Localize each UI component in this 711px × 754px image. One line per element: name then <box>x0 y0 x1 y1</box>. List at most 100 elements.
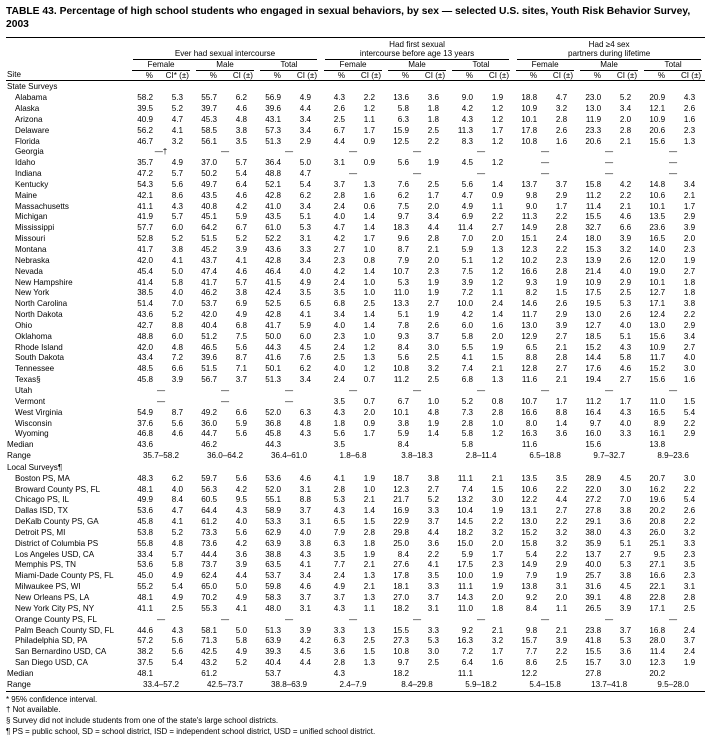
ci-value: 3.2 <box>427 364 440 374</box>
ci-value: 4.4 <box>299 658 312 668</box>
percent-value: 3.5 <box>333 549 346 559</box>
ci-value: 2.6 <box>619 255 632 265</box>
percent-value: 10.6 <box>521 484 538 494</box>
ci-value: 3.6 <box>235 549 247 559</box>
percent-value: 65.0 <box>201 582 217 592</box>
ci-value: 5.2 <box>171 527 183 537</box>
missing-value: — <box>669 147 678 157</box>
percent-value: 17.8 <box>521 125 538 135</box>
missing-value: — <box>477 614 486 624</box>
ci-value: 3.7 <box>619 625 632 635</box>
percent-value: 53.7 <box>265 571 281 581</box>
ci-value: 2.9 <box>683 429 696 439</box>
percent-value: 41.8 <box>585 636 602 646</box>
ci-value: 2.0 <box>491 234 504 244</box>
ci-value: 4.3 <box>683 93 696 103</box>
table-header: Site Ever had sexual intercourse Had fir… <box>6 37 706 82</box>
percent-value: 16.6 <box>521 266 538 276</box>
site-name: Alaska <box>15 104 40 114</box>
percent-value: 10.7 <box>393 266 410 276</box>
percent-value: 11.1 <box>457 473 474 483</box>
percent-value: 10.7 <box>521 396 538 406</box>
table-row: Alabama 58.2 5.3 55.7 6.2 56.9 4.9 4.3 2.2 13.6 3.… <box>6 93 705 104</box>
percent-value: 38.5 <box>137 288 153 298</box>
ci-value: 6.0 <box>171 223 183 233</box>
ci-value: 4.6 <box>235 104 247 114</box>
site-name: Philadelphia SD, PA <box>15 636 88 646</box>
ci-value: 4.3 <box>235 506 247 516</box>
ci-value: 1.9 <box>491 582 504 592</box>
percent-value: 48.8 <box>137 331 153 341</box>
percent-value: 4.0 <box>333 364 346 374</box>
ci-value: 3.3 <box>619 429 632 439</box>
ci-value: 3.7 <box>299 593 312 602</box>
percent-value: 36.4 <box>265 158 281 168</box>
ci-value: 1.7 <box>363 125 376 135</box>
percent-value: 9.7 <box>397 212 410 222</box>
ci-value: 1.3 <box>363 179 376 189</box>
ci-value: 1.6 <box>555 136 568 146</box>
median-value: 8.4 <box>397 440 410 450</box>
sex-header-row: Female Male Total Female Male Total Fema… <box>6 60 705 72</box>
percent-header: % <box>577 71 610 82</box>
ci-value: 1.5 <box>555 288 568 298</box>
table-row: Alaska 39.5 5.2 39.7 4.6 39.6 4.4 2.6 1.2 5.8 1.8 4… <box>6 104 705 115</box>
percent-value: 29.1 <box>585 517 602 527</box>
percent-value: 52.0 <box>265 407 281 417</box>
site-name: Memphis PS, TN <box>15 560 77 570</box>
ci-value: 1.4 <box>363 320 376 330</box>
footnote-abbreviations: ¶ PS = public school, SD = school distri… <box>6 726 376 736</box>
percent-value: 15.9 <box>393 125 410 135</box>
site-name: North Carolina <box>15 299 68 309</box>
percent-value: 38.0 <box>585 527 602 537</box>
percent-value: 7.2 <box>461 647 474 657</box>
ci-value: 1.3 <box>363 658 376 668</box>
percent-value: 15.1 <box>521 234 538 244</box>
ci-value: 1.9 <box>683 255 696 265</box>
ci-value: 3.9 <box>555 636 568 646</box>
ci-value: 2.0 <box>427 255 440 265</box>
ci-value: 8.6 <box>171 190 183 200</box>
percent-value: 62.9 <box>265 527 281 537</box>
ci-value: 4.6 <box>235 190 247 200</box>
range-value: 35.7–58.2 <box>142 451 179 461</box>
ci-value: 3.2 <box>619 245 632 254</box>
percent-value: 15.8 <box>585 179 602 189</box>
percent-value: 11.4 <box>585 201 602 211</box>
percent-value: 10.0 <box>457 571 474 581</box>
percent-value: 5.8 <box>461 429 474 439</box>
ci-value: 5.6 <box>171 647 183 657</box>
percent-value: 52.2 <box>265 234 281 244</box>
ci-value: 3.1 <box>299 234 312 244</box>
percent-value: 41.7 <box>137 245 153 254</box>
percent-value: 27.0 <box>393 593 410 602</box>
ci-value: 4.5 <box>619 473 632 483</box>
percent-value: 64.4 <box>201 506 217 516</box>
percent-value: 23.8 <box>585 625 602 635</box>
percent-value: 20.7 <box>649 473 666 483</box>
percent-value: 40.9 <box>137 114 153 124</box>
ci-value: 2.5 <box>427 658 440 668</box>
ci-value: 5.8 <box>235 636 247 646</box>
range-value: 13.7–41.8 <box>591 679 628 689</box>
percent-value: 46.7 <box>137 136 153 146</box>
ci-value: 2.5 <box>555 658 568 668</box>
range-value: 36.0–64.2 <box>206 451 243 461</box>
table-row: Mississippi 57.7 6.0 64.2 6.7 61.0 5.3 4.7 1.4 18… <box>6 223 705 234</box>
site-name: San Bernardino USD, CA <box>15 647 107 657</box>
percent-value: 37.5 <box>137 658 153 668</box>
ci-value: 4.4 <box>555 495 568 505</box>
ci-value: 4.9 <box>235 310 247 320</box>
missing-value: — <box>220 147 230 157</box>
percent-value: 57.3 <box>265 125 281 135</box>
ci-value: 2.8 <box>427 234 440 244</box>
percent-value: 12.7 <box>649 288 666 298</box>
percent-value: 22.8 <box>649 593 666 602</box>
table-row: Georgia —† — — — — — — — — <box>6 147 705 158</box>
median-value: 11.6 <box>521 440 538 450</box>
ci-value: 3.7 <box>427 593 440 602</box>
percent-value: 55.2 <box>137 582 153 592</box>
median-value: 4.3 <box>333 668 346 678</box>
ci-value: 5.6 <box>235 473 247 483</box>
ci-value: 1.4 <box>491 310 504 320</box>
